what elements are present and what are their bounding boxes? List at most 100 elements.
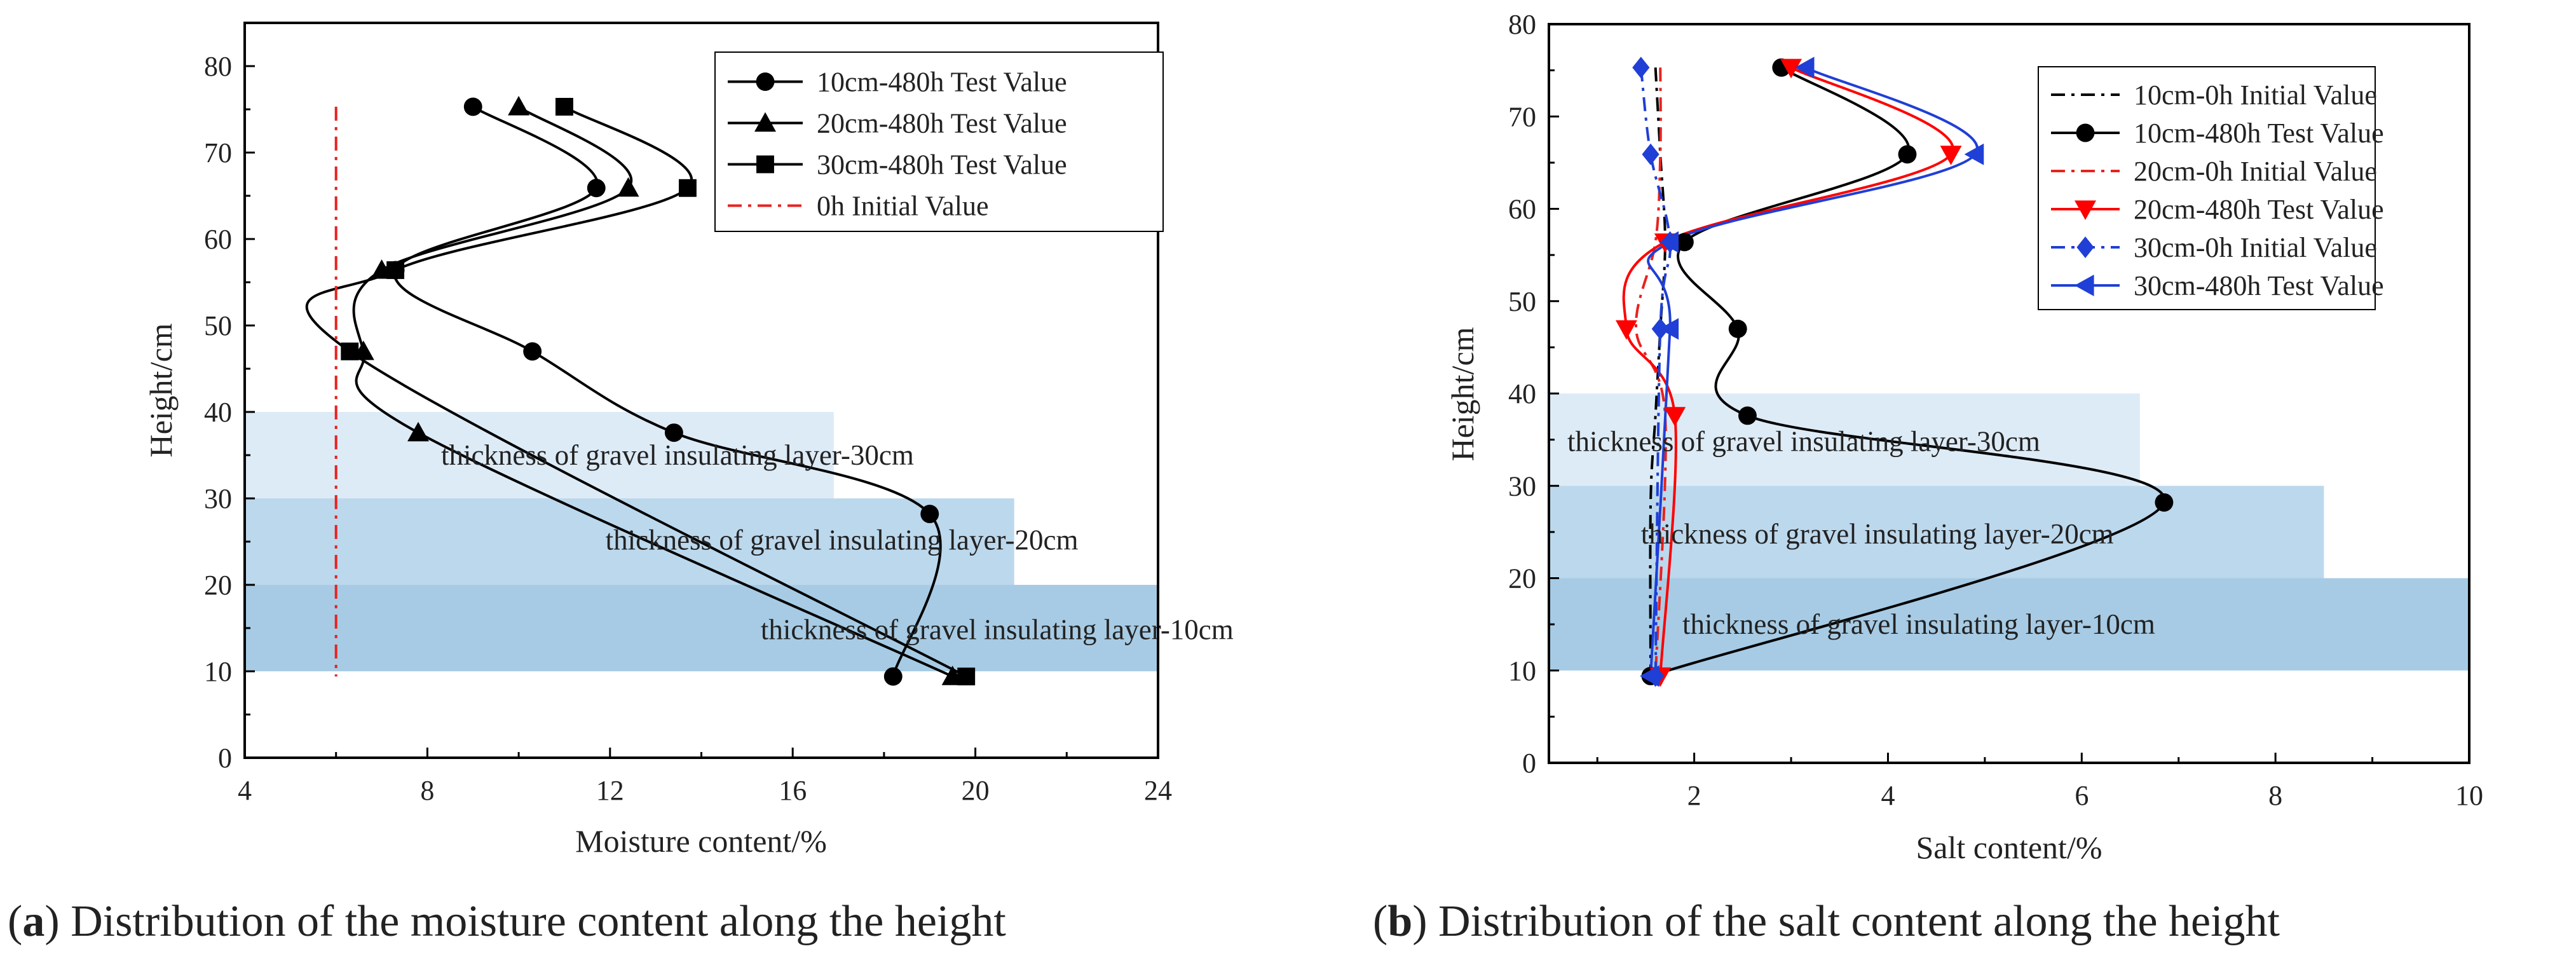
caption-b: (b) Distribution of the salt content alo… — [1373, 897, 2280, 946]
y-tick-label-0: 0 — [218, 742, 232, 774]
point-10cm-480h-test-value-5 — [1738, 406, 1757, 425]
point-10cm-480h-test-value-4 — [523, 342, 542, 361]
legend-label-0h-initial-value: 0h Initial Value — [817, 191, 988, 222]
axis-ticks: 0 10 20 30 40 50 60 70 80 4 8 12 16 20 24 — [204, 22, 1172, 806]
y-tick-label-40: 40 — [204, 397, 232, 428]
legend-box — [2038, 66, 2376, 310]
caption-a-letter: a — [22, 897, 44, 946]
y-tick-label-30: 30 — [1508, 470, 1536, 502]
point-20cm-480h-test-value-5 — [1664, 407, 1686, 427]
gravel-bands — [1549, 393, 2469, 671]
point-10cm-480h-test-value-6 — [2155, 493, 2174, 512]
band-1 — [1549, 393, 2140, 486]
caption-a: (a) Distribution of the moisture content… — [8, 897, 1006, 946]
y-tick-label-60: 60 — [204, 224, 232, 255]
point-20cm-480h-test-value-1 — [1780, 58, 1803, 79]
point-30cm-480h-test-value-2 — [1964, 143, 1984, 165]
series-line-20cm-0h-initial-value — [1635, 67, 1667, 676]
point-30cm-480h-test-value-3 — [1659, 231, 1679, 253]
point-20cm-480h-test-value-1 — [508, 95, 530, 116]
point-30cm-480h-test-value-2 — [679, 179, 697, 197]
y-tick-label-80: 80 — [1508, 9, 1536, 40]
band-2 — [1549, 486, 2324, 578]
y-tick-label-40: 40 — [1508, 378, 1536, 409]
band-label-1: thickness of gravel insulating layer-30c… — [441, 439, 914, 471]
gravel-bands — [245, 412, 1158, 671]
band-label-3: thickness of gravel insulating layer-10c… — [761, 614, 1234, 646]
series-markers — [341, 95, 976, 686]
point-10cm-480h-test-value-6 — [920, 505, 939, 523]
axis-ticks: 0 10 20 30 40 50 60 70 80 2 4 6 8 10 — [1508, 9, 2483, 811]
point-20cm-480h-test-value-2 — [617, 177, 639, 197]
x-tick-label-4: 4 — [238, 775, 252, 806]
series-line-10cm-480h-test-value — [1650, 66, 2166, 678]
legend-label-30cm-480h-test-value: 30cm-480h Test Value — [817, 149, 1067, 181]
legend-marker-30cm-480h-test-value — [756, 155, 774, 174]
band-label-3: thickness of gravel insulating layer-10c… — [1682, 608, 2155, 640]
caption-a-text: ) Distribution of the moisture content a… — [44, 897, 1006, 946]
y-tick-label-50: 50 — [1508, 286, 1536, 317]
y-tick-label-80: 80 — [204, 51, 232, 82]
x-axis-title: Salt content/% — [1916, 830, 2102, 865]
point-30cm-480h-test-value-3 — [386, 261, 405, 279]
band-label-1: thickness of gravel insulating layer-30c… — [1567, 426, 2040, 458]
legend-marker-20cm-480h-test-value — [2075, 200, 2096, 220]
caption-b-text: ) Distribution of the salt content along… — [1412, 897, 2280, 946]
point-10cm-480h-test-value-5 — [664, 423, 683, 442]
x-axis-title: Moisture content/% — [575, 823, 827, 859]
x-tick-label-24: 24 — [1144, 775, 1172, 806]
point-20cm-480h-test-value-2 — [1940, 146, 1962, 165]
x-tick-label-8: 8 — [420, 775, 434, 806]
point-10cm-480h-test-value-2 — [587, 179, 606, 198]
legend-label-10cm-0h-initial-value: 10cm-0h Initial Value — [2134, 79, 2377, 111]
point-10cm-480h-test-value-3 — [1675, 233, 1694, 252]
x-tick-label-6: 6 — [2075, 780, 2089, 811]
y-tick-label-20: 20 — [1508, 563, 1536, 594]
y-tick-label-10: 10 — [1508, 655, 1536, 687]
point-30cm-480h-test-value-1 — [555, 97, 573, 116]
band-labels: thickness of gravel insulating layer-30c… — [1567, 426, 2155, 641]
legend-marker-20cm-480h-test-value — [754, 112, 776, 132]
legend: 10cm-0h Initial Value 10cm-480h Test Valu… — [2038, 66, 2384, 310]
legend-marker-10cm-480h-test-value — [756, 72, 775, 91]
legend-label-10cm-480h-test-value: 10cm-480h Test Value — [817, 67, 1067, 98]
point-30cm-0h-initial-value-2 — [1642, 143, 1659, 165]
point-10cm-480h-test-value-7 — [883, 667, 903, 686]
series-markers — [1615, 57, 2174, 687]
point-30cm-480h-test-value-4 — [341, 342, 359, 360]
band-2 — [245, 498, 1014, 585]
y-tick-label-60: 60 — [1508, 194, 1536, 225]
band-labels: thickness of gravel insulating layer-30c… — [441, 439, 1234, 646]
caption-b-letter: b — [1387, 897, 1412, 946]
series-line-30cm-0h-initial-value — [1639, 67, 1672, 676]
legend-marker-30cm-480h-test-value — [2075, 275, 2094, 296]
legend: 10cm-480h Test Value 20cm-480h Test Value… — [714, 51, 1164, 232]
legend-marker-10cm-480h-test-value — [2076, 123, 2095, 142]
legend-label-30cm-0h-initial-value: 30cm-0h Initial Value — [2134, 232, 2377, 263]
y-tick-label-0: 0 — [1522, 748, 1536, 779]
band-1 — [245, 412, 834, 498]
series-line-20cm-480h-test-value — [1622, 66, 1954, 676]
point-30cm-480h-test-value-5 — [957, 667, 976, 686]
point-10cm-480h-test-value-1 — [463, 97, 482, 116]
x-tick-label-20: 20 — [962, 775, 990, 806]
point-20cm-480h-test-value-5 — [407, 421, 430, 442]
legend-marker-30cm-0h-initial-value — [2076, 236, 2094, 258]
legend-label-20cm-480h-test-value: 20cm-480h Test Value — [817, 108, 1067, 139]
x-tick-label-12: 12 — [596, 775, 624, 806]
band-3 — [245, 585, 1158, 671]
x-tick-label-4: 4 — [1881, 780, 1895, 811]
salt-chart: thickness of gravel insulating layer-30c… — [1445, 9, 2483, 865]
y-tick-label-30: 30 — [204, 483, 232, 514]
y-tick-label-70: 70 — [204, 137, 232, 168]
y-tick-label-50: 50 — [204, 310, 232, 341]
band-label-2: thickness of gravel insulating layer-20c… — [606, 524, 1079, 556]
legend-label-20cm-0h-initial-value: 20cm-0h Initial Value — [2134, 156, 2377, 187]
legend-label-20cm-480h-test-value: 20cm-480h Test Value — [2134, 194, 2384, 225]
point-30cm-480h-test-value-1 — [1794, 57, 1815, 79]
point-10cm-480h-test-value-4 — [1728, 319, 1747, 338]
x-tick-label-8: 8 — [2268, 780, 2282, 811]
legend-label-10cm-480h-test-value: 10cm-480h Test Value — [2134, 118, 2384, 149]
y-axis-title: Height/cm — [1445, 327, 1480, 461]
